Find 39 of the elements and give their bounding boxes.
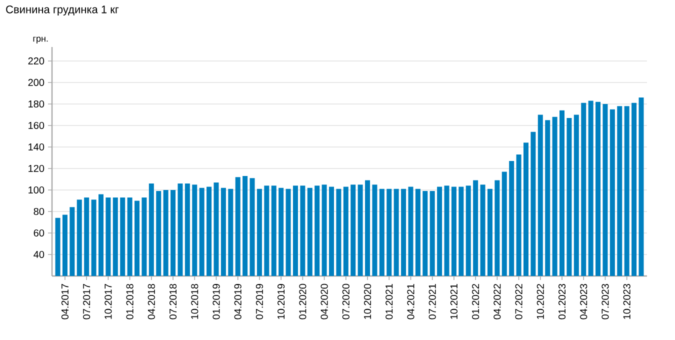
x-tick-label: 07.2021 [428,284,436,320]
y-tick-label: 40 [34,250,44,258]
x-tick-label: 01.2021 [386,284,393,320]
x-tick-label: 10.2017 [104,284,112,319]
x-tick-label: 10.2022 [536,284,544,319]
y-tick-label: 200 [28,78,44,86]
x-tick-label: 01.2023 [558,284,566,320]
y-tick-label: 140 [28,143,44,151]
x-tick-label: 04.2021 [407,284,414,320]
x-tick-label: 04.2018 [148,284,155,320]
x-tick-label: 10.2023 [623,284,630,319]
x-tick-label: 07.2017 [83,284,90,320]
x-tick-label: 04.2023 [580,284,588,320]
y-tick-label: 160 [28,122,44,130]
y-axis-title: грн. [33,36,48,44]
x-tick-label: 01.2018 [126,284,134,320]
x-tick-label: 07.2018 [169,284,177,320]
y-tick-label: 180 [28,100,44,108]
x-tick-label: 07.2019 [256,284,264,320]
x-tick-label: 01.2022 [472,284,480,320]
x-tick-label: 07.2023 [602,284,609,320]
y-tick-label: 120 [28,164,44,172]
chart-title: Свинина грудинка 1 кг [6,6,119,16]
y-tick-label: 220 [28,57,44,65]
x-tick-label: 10.2021 [450,284,458,319]
x-tick-label: 01.2020 [299,284,306,320]
x-tick-label: 10.2020 [364,284,372,319]
x-tick-label: 07.2020 [342,284,350,320]
y-tick-label: 100 [28,186,44,194]
x-tick-label: 07.2022 [515,284,522,320]
x-tick-label: 04.2017 [61,284,69,320]
y-tick-label: 80 [34,208,44,216]
x-tick-label: 10.2019 [278,284,285,319]
x-tick-label: 04.2020 [320,284,328,320]
x-tick-label: 10.2018 [191,284,198,319]
x-tick-label: 04.2022 [494,284,501,320]
y-tick-label: 60 [34,229,44,237]
x-tick-label: 01.2019 [212,284,220,320]
x-tick-label: 04.2019 [234,284,242,320]
